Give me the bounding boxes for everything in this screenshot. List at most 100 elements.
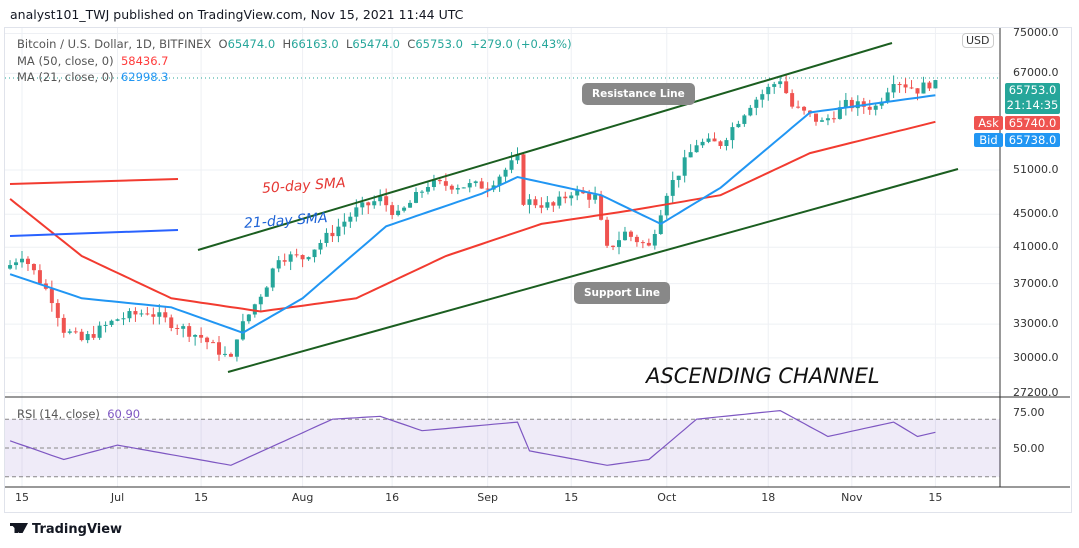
symbol-name: Bitcoin / U.S. Dollar, 1D, BITFINEX (17, 37, 212, 51)
tradingview-logo[interactable]: TradingView (10, 522, 122, 537)
candle-body (455, 188, 460, 190)
candle-body (31, 263, 36, 271)
candle-body (748, 107, 753, 116)
candle-body (837, 107, 842, 119)
bid-tag: 65738.0 (1005, 133, 1060, 147)
candle-body (443, 181, 448, 186)
candle-body (390, 205, 395, 216)
time-tick: Oct (657, 491, 677, 504)
candle-body (181, 326, 186, 329)
candle-body (139, 313, 144, 315)
candle-body (760, 94, 765, 100)
candle-body (724, 140, 729, 146)
candle-body (175, 327, 180, 329)
candle-body (730, 127, 735, 141)
candle-body (569, 195, 574, 199)
candle-body (414, 192, 419, 203)
candle-body (849, 99, 854, 109)
candle-body (252, 304, 257, 315)
candle-body (115, 319, 120, 321)
candle-body (503, 169, 508, 177)
candle-body (85, 334, 90, 341)
candle-body (778, 81, 783, 85)
candle-body (306, 257, 311, 260)
high-label: H (282, 37, 292, 51)
candle-body (473, 181, 478, 184)
candle-body (187, 326, 192, 337)
candle-body (802, 106, 807, 111)
ma21-line (9, 94, 936, 334)
candle-body (151, 314, 156, 317)
candle-body (437, 180, 442, 182)
candle-body (312, 249, 317, 258)
rsi-line (9, 409, 936, 466)
time-tick: 15 (15, 491, 29, 504)
candle-body (843, 99, 848, 108)
last-price-tag: 65753.0 21:14:35 (1005, 83, 1060, 114)
rsi-tick: 75.00 (1013, 406, 1045, 419)
resistance-line (197, 42, 893, 251)
candle-body (640, 242, 645, 244)
high-value: 66163.0 (291, 37, 339, 51)
time-tick: 18 (761, 491, 776, 504)
price-tick: 41000.0 (1013, 240, 1059, 254)
rsi-legend[interactable]: RSI (14, close) 60.90 (17, 407, 140, 421)
candle-body (515, 154, 520, 161)
candle-body (694, 145, 699, 153)
candle-body (652, 234, 657, 246)
candle-body (169, 317, 174, 328)
candle-body (814, 113, 819, 122)
ask-tag: 65740.0 (1005, 116, 1060, 130)
chart-frame[interactable] (4, 27, 1072, 513)
candle-body (20, 258, 24, 263)
candle-body (270, 268, 275, 288)
candle-body (79, 331, 84, 341)
time-tick: Nov (841, 491, 863, 504)
price-tick: 30000.0 (1013, 350, 1059, 364)
candle-body (545, 202, 550, 208)
candle-body (587, 193, 592, 200)
candle-body (199, 334, 204, 338)
candle-body (796, 106, 801, 108)
price-tick: 51000.0 (1013, 163, 1059, 176)
ma50-legend[interactable]: MA (50, close, 0) 58436.7 (17, 54, 169, 68)
candle-body (354, 207, 359, 217)
candle-body (408, 202, 413, 208)
currency-button[interactable]: USD (962, 33, 994, 48)
candle-body (742, 115, 747, 124)
candle-body (425, 187, 430, 192)
candle-body (336, 226, 341, 237)
price-tick: 33000.0 (1013, 317, 1059, 331)
candle-body (8, 265, 13, 269)
candle-body (61, 317, 66, 333)
candle-body (49, 288, 54, 304)
price-tick: 27200.0 (1013, 385, 1059, 399)
candle-body (282, 260, 287, 262)
candle-body (234, 339, 239, 357)
candle-body (563, 196, 568, 199)
candle-body (533, 199, 538, 206)
candle-body (772, 84, 777, 87)
candle-body (855, 101, 860, 109)
candle-body (885, 92, 890, 102)
candle-body (646, 242, 651, 246)
sma21-legend-line (9, 229, 179, 237)
ma21-legend[interactable]: MA (21, close, 0) 62998.3 (17, 70, 169, 84)
price-tick: 45000.0 (1013, 207, 1059, 221)
candle-body (324, 232, 329, 243)
candle-body (193, 334, 198, 337)
candle-body (539, 205, 544, 208)
time-tick: 15 (564, 491, 579, 504)
time-tick: Aug (291, 491, 314, 504)
bid-label: Bid (974, 133, 1003, 147)
candle-body (461, 187, 466, 189)
candle-body (91, 334, 96, 338)
candle-body (127, 311, 132, 319)
candle-body (396, 210, 401, 216)
time-tick: 15 (194, 491, 209, 504)
candle-body (611, 245, 616, 247)
ma50-label: MA (50, close, 0) (17, 54, 114, 68)
ask-label: Ask (974, 116, 1003, 130)
candle-body (754, 99, 759, 108)
